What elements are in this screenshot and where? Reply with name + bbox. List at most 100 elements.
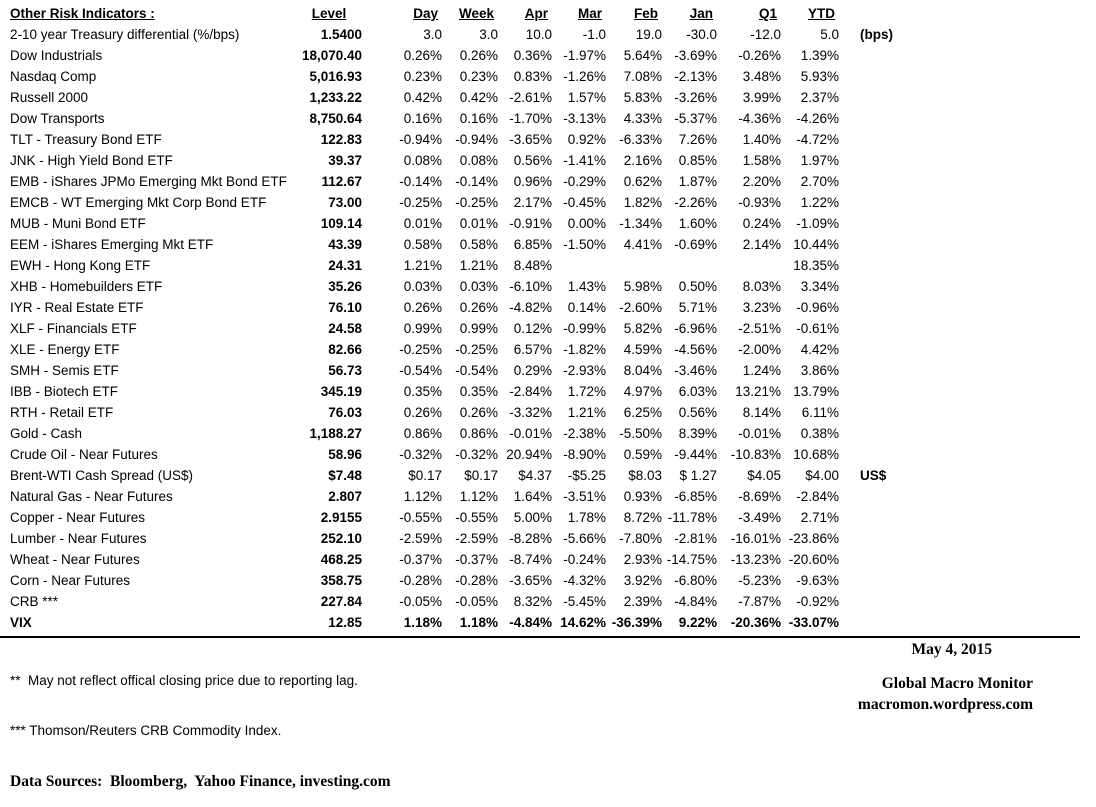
table-row: Crude Oil - Near Futures 58.96 -0.32% -0.32… xyxy=(10,444,963,465)
value-q1: -0.26% xyxy=(738,48,781,63)
table-row: Wheat - Near Futures 468.25 -0.37% -0.37% -8… xyxy=(10,549,963,570)
row-note xyxy=(842,108,963,129)
value-jan: -6.80% xyxy=(674,573,717,588)
footer-divider-line xyxy=(0,636,1080,638)
value-q1: -12.0 xyxy=(750,27,781,42)
value-day: -0.25% xyxy=(399,195,442,210)
value-feb: 6.25% xyxy=(623,405,662,420)
row-note xyxy=(842,423,963,444)
row-label: TLT - Treasury Bond ETF xyxy=(10,132,162,147)
level-value: 227.84 xyxy=(320,594,362,609)
value-feb: 19.0 xyxy=(635,27,662,42)
value-day: 0.99% xyxy=(403,321,442,336)
value-ytd: -33.07% xyxy=(788,615,839,630)
row-label: XLE - Energy ETF xyxy=(10,342,120,357)
table-row: IYR - Real Estate ETF 76.10 0.26% 0.26% -4.8… xyxy=(10,297,963,318)
value-q1: 1.58% xyxy=(742,153,781,168)
level-value: 8,750.64 xyxy=(309,111,362,126)
row-label: XHB - Homebuilders ETF xyxy=(10,279,163,294)
level-value: 35.26 xyxy=(328,279,362,294)
column-header-ytd: YTD xyxy=(808,6,835,21)
table-row: EMB - iShares JPMo Emerging Mkt Bond ETF… xyxy=(10,171,963,192)
table-row: Russell 2000 1,233.22 0.42% 0.42% -2.61% 1.57… xyxy=(10,87,963,108)
value-day: -0.54% xyxy=(399,363,442,378)
level-value: 56.73 xyxy=(328,363,362,378)
level-value: 39.37 xyxy=(328,153,362,168)
row-label: IYR - Real Estate ETF xyxy=(10,300,144,315)
level-value: 1.5400 xyxy=(320,27,362,42)
value-week: 0.01% xyxy=(459,216,498,231)
level-value: 24.58 xyxy=(328,321,362,336)
value-mar: -1.50% xyxy=(563,237,606,252)
value-week: 0.23% xyxy=(459,69,498,84)
value-mar: 0.00% xyxy=(567,216,606,231)
row-label: Dow Industrials xyxy=(10,48,103,63)
value-ytd: 2.37% xyxy=(800,90,839,105)
value-mar: 0.14% xyxy=(567,300,606,315)
level-value: 345.19 xyxy=(320,384,362,399)
value-jan: -2.13% xyxy=(674,69,717,84)
value-day: 0.03% xyxy=(403,279,442,294)
table-row: XHB - Homebuilders ETF 35.26 0.03% 0.03% -6.… xyxy=(10,276,963,297)
row-note xyxy=(842,297,963,318)
value-week: -0.25% xyxy=(455,195,498,210)
value-apr: -0.01% xyxy=(509,426,552,441)
value-q1: -20.36% xyxy=(730,615,781,630)
value-week: -0.94% xyxy=(455,132,498,147)
value-ytd: 5.93% xyxy=(800,69,839,84)
row-label: EEM - iShares Emerging Mkt ETF xyxy=(10,237,214,252)
value-mar: -1.26% xyxy=(563,69,606,84)
level-value: 12.85 xyxy=(328,615,362,630)
value-week: -0.14% xyxy=(455,174,498,189)
value-week: 0.03% xyxy=(459,279,498,294)
value-apr: -8.74% xyxy=(509,552,552,567)
value-feb: 8.72% xyxy=(623,510,662,525)
value-apr: -6.10% xyxy=(509,279,552,294)
value-week: -0.54% xyxy=(455,363,498,378)
value-week: 0.16% xyxy=(459,111,498,126)
row-note xyxy=(842,549,963,570)
value-week: -0.05% xyxy=(455,594,498,609)
value-mar: -5.45% xyxy=(563,594,606,609)
value-jan: -0.69% xyxy=(674,237,717,252)
value-feb: 0.59% xyxy=(623,447,662,462)
value-q1: -3.49% xyxy=(738,510,781,525)
value-apr: 0.96% xyxy=(513,174,552,189)
row-note: US$ xyxy=(860,468,887,483)
value-ytd: 18.35% xyxy=(793,258,839,273)
value-mar: 14.62% xyxy=(560,615,606,630)
value-mar: 0.92% xyxy=(567,132,606,147)
value-day: 0.26% xyxy=(403,48,442,63)
value-mar: -0.29% xyxy=(563,174,606,189)
level-value: 76.03 xyxy=(328,405,362,420)
level-value: 1,233.22 xyxy=(309,90,362,105)
value-feb: 7.08% xyxy=(623,69,662,84)
row-label: 2-10 year Treasury differential (%/bps) xyxy=(10,27,240,42)
value-jan: -3.46% xyxy=(674,363,717,378)
value-apr: 6.85% xyxy=(513,237,552,252)
row-label: JNK - High Yield Bond ETF xyxy=(10,153,173,168)
risk-indicators-sheet: Other Risk Indicators : Level Day Week A… xyxy=(10,3,963,633)
value-q1: -2.51% xyxy=(738,321,781,336)
value-week: 1.18% xyxy=(459,615,498,630)
row-note xyxy=(842,45,963,66)
value-feb: 0.62% xyxy=(623,174,662,189)
value-day: 0.01% xyxy=(403,216,442,231)
value-apr: -3.65% xyxy=(509,573,552,588)
value-feb: -5.50% xyxy=(619,426,662,441)
value-mar: -2.38% xyxy=(563,426,606,441)
value-week: 0.26% xyxy=(459,300,498,315)
level-value: 2.807 xyxy=(328,489,362,504)
value-apr: -4.82% xyxy=(509,300,552,315)
row-note xyxy=(842,339,963,360)
value-ytd: -23.86% xyxy=(788,531,839,546)
table-row: Brent-WTI Cash Spread (US$) $7.48 $0.17 $0.… xyxy=(10,465,963,486)
row-label: Lumber - Near Futures xyxy=(10,531,147,546)
value-jan: 0.56% xyxy=(678,405,717,420)
value-jan: 5.71% xyxy=(678,300,717,315)
value-day: -0.05% xyxy=(399,594,442,609)
value-apr: 5.00% xyxy=(513,510,552,525)
value-apr: 20.94% xyxy=(506,447,552,462)
value-mar: -8.90% xyxy=(563,447,606,462)
value-jan: 7.26% xyxy=(678,132,717,147)
